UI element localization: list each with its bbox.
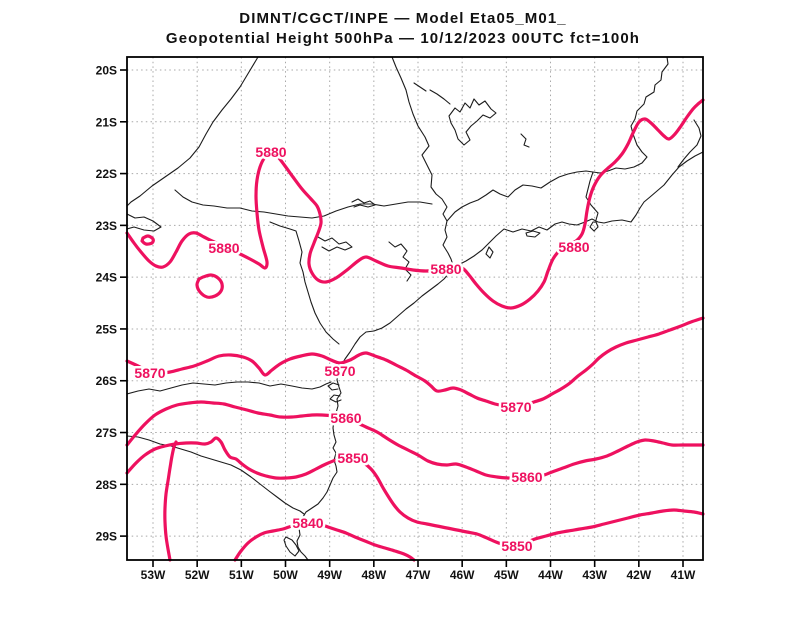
contour-label-5860: 5860 (330, 410, 361, 426)
basemap-uruguai-river (126, 435, 305, 515)
basemap-lake-small (520, 133, 530, 148)
lat-label-27S: 27S (96, 426, 117, 440)
contour-label-5880: 5880 (255, 144, 286, 160)
contour-label-5870: 5870 (324, 363, 355, 379)
lat-label-23S: 23S (96, 219, 117, 233)
basemap-parana-bend (126, 213, 162, 232)
contour-label-5840: 5840 (292, 515, 323, 531)
contour-5860 (125, 400, 705, 480)
lon-label-47W: 47W (406, 568, 431, 582)
basemap-guanabara-bay (589, 221, 599, 232)
map-subtitle: Geopotential Height 500hPa — 10/12/2023 … (166, 30, 640, 47)
lat-label-20S: 20S (96, 64, 117, 78)
basemap-sp-mg-border (391, 56, 454, 266)
contour-label-5860: 5860 (511, 469, 542, 485)
contour-5850 (125, 436, 705, 548)
basemap-sc-island (283, 536, 300, 557)
lat-label-21S: 21S (96, 115, 117, 129)
contour-label-5870: 5870 (500, 399, 531, 415)
contour-5880 (195, 273, 224, 299)
lat-label-24S: 24S (96, 271, 117, 285)
lat-label-25S: 25S (96, 322, 117, 336)
lon-label-53W: 53W (141, 568, 166, 582)
lon-label-45W: 45W (494, 568, 519, 582)
lon-label-48W: 48W (361, 568, 386, 582)
contour-lines (125, 98, 705, 562)
lon-label-51W: 51W (229, 568, 254, 582)
contour-5840 (163, 440, 178, 562)
contour-label-5850: 5850 (337, 450, 368, 466)
lat-label-22S: 22S (96, 167, 117, 181)
lat-label-28S: 28S (96, 478, 117, 492)
contour-label-5880: 5880 (208, 240, 239, 256)
basemap-geography (126, 56, 704, 561)
contour-label-5870: 5870 (134, 365, 165, 381)
lon-label-46W: 46W (450, 568, 475, 582)
lon-label-52W: 52W (185, 568, 210, 582)
lon-label-44W: 44W (538, 568, 563, 582)
basemap-reservoir-a (317, 236, 353, 252)
map-header: DIMNT/CGCT/INPE — Model Eta05_M01_ Geopo… (166, 10, 640, 47)
lat-label-29S: 29S (96, 530, 117, 544)
basemap-bay-b (329, 394, 342, 403)
contour-5880 (140, 234, 155, 246)
basemap-mg-es-border (585, 56, 669, 221)
basemap-bay-a (327, 382, 340, 391)
basemap-lake-b (413, 82, 427, 92)
lon-label-49W: 49W (317, 568, 342, 582)
contour-label-5880: 5880 (558, 239, 589, 255)
contour-label-5850: 5850 (501, 538, 532, 554)
basemap-sp-pr-border (269, 221, 340, 345)
basemap-tiete-river (174, 189, 433, 219)
basemap-coastline (296, 151, 704, 561)
basemap-reservoir-b (388, 241, 412, 282)
contour-5870 (125, 316, 705, 409)
basemap-reservoir-c (351, 198, 376, 208)
basemap-lake-a (429, 89, 451, 105)
lon-label-43W: 43W (582, 568, 607, 582)
contour-5880 (125, 98, 705, 310)
map-title: DIMNT/CGCT/INPE — Model Eta05_M01_ (239, 10, 566, 27)
basemap-es-river (677, 119, 702, 168)
lon-label-41W: 41W (671, 568, 696, 582)
axis-tick-labels: 20S 21S 22S 23S 24S 25S 26S 27S 28S 29S 53W 52W 51W 5… (96, 64, 696, 583)
lat-lon-grid (127, 57, 703, 560)
lon-label-42W: 42W (626, 568, 651, 582)
contour-value-labels: 5880 5880 5880 5880 5870 5870 5870 5860 5860 5850… (132, 142, 592, 557)
basemap-parana-river (126, 56, 259, 207)
map-frame (126, 56, 704, 561)
lon-label-50W: 50W (273, 568, 298, 582)
contour-5840 (233, 521, 416, 562)
lat-label-26S: 26S (96, 374, 117, 388)
basemap-ilha-grande (525, 230, 541, 238)
basemap-furnas-lake (448, 98, 497, 146)
basemap-iguacu-river (126, 381, 332, 395)
basemap-island-santos (485, 246, 494, 259)
contour-label-5880: 5880 (430, 261, 461, 277)
basemap-mg-west-border (446, 170, 594, 222)
